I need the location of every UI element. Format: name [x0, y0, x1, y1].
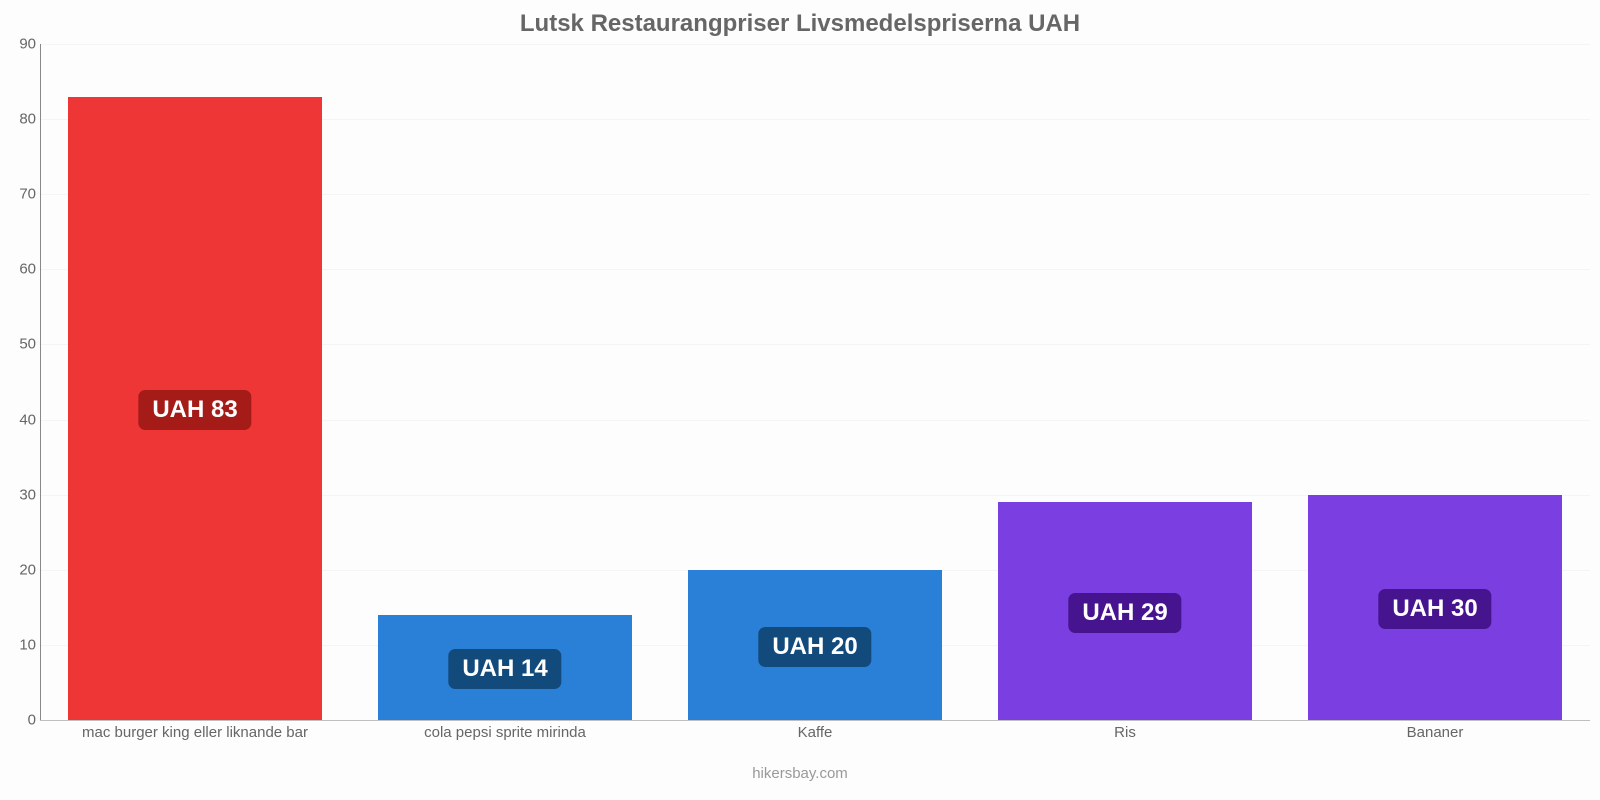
y-axis-line [40, 44, 41, 720]
y-tick-label: 40 [6, 411, 36, 428]
gridline [40, 720, 1590, 721]
value-badge: UAH 14 [448, 649, 561, 689]
plot-area [40, 44, 1590, 720]
y-tick-label: 30 [6, 486, 36, 503]
value-badge: UAH 20 [758, 627, 871, 667]
x-tick-label: Bananer [1407, 724, 1464, 741]
y-tick-label: 90 [6, 36, 36, 53]
value-badge: UAH 30 [1378, 589, 1491, 629]
y-tick-label: 10 [6, 636, 36, 653]
y-tick-label: 70 [6, 186, 36, 203]
y-tick-label: 80 [6, 111, 36, 128]
x-tick-label: Ris [1114, 724, 1136, 741]
gridline [40, 44, 1590, 45]
x-tick-label: cola pepsi sprite mirinda [424, 724, 586, 741]
credit-text: hikersbay.com [0, 765, 1600, 782]
chart-title: Lutsk Restaurangpriser Livsmedelsprisern… [0, 10, 1600, 38]
value-badge: UAH 83 [138, 390, 251, 430]
y-tick-label: 50 [6, 336, 36, 353]
y-tick-label: 60 [6, 261, 36, 278]
y-tick-label: 20 [6, 561, 36, 578]
x-tick-label: Kaffe [798, 724, 833, 741]
value-badge: UAH 29 [1068, 593, 1181, 633]
x-tick-label: mac burger king eller liknande bar [82, 724, 308, 741]
y-tick-label: 0 [6, 712, 36, 729]
